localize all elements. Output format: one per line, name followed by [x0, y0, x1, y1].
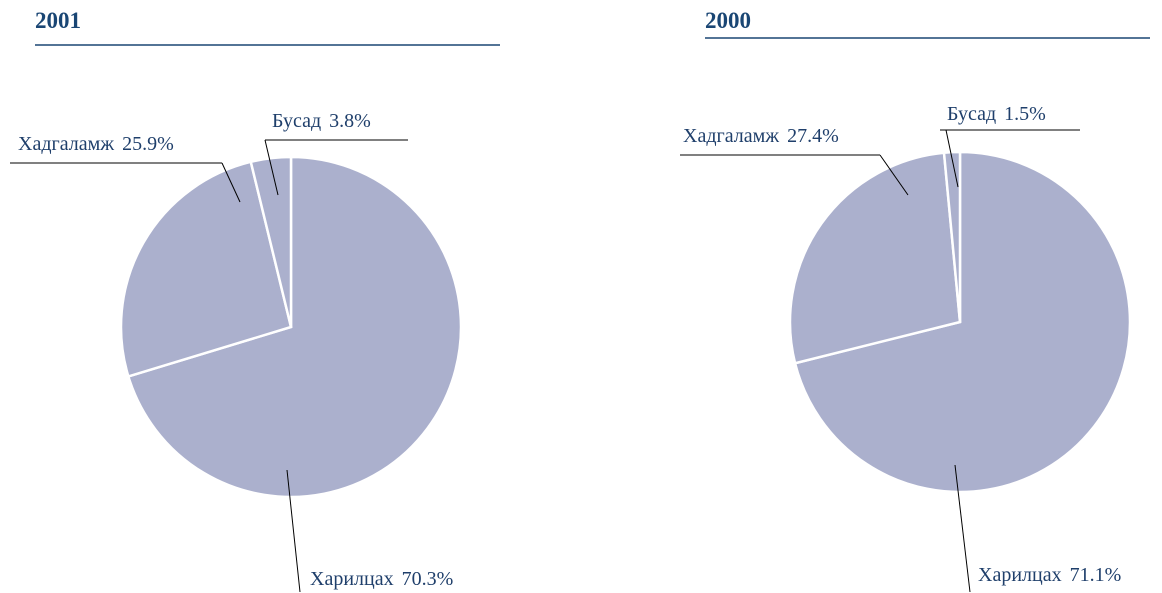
value-label: 70.3% [402, 568, 454, 590]
category-name: Харилцах [978, 564, 1062, 586]
slice-label: Харилцах 71.1% [978, 564, 1121, 586]
value-label: 71.1% [1070, 564, 1122, 586]
value-label: 3.8% [329, 110, 371, 132]
leader-line [221, 162, 241, 203]
pie-slice [126, 155, 463, 499]
category-name: Харилцах [310, 568, 394, 590]
leader-line [945, 129, 959, 188]
pie-slice [793, 150, 1132, 494]
leader-line [286, 469, 301, 593]
leader-line [954, 464, 971, 593]
value-label: 25.9% [122, 133, 174, 155]
slice-label: Харилцах 70.3% [310, 568, 453, 590]
category-name: Хадгаламж [18, 133, 114, 155]
pie-slice [942, 150, 962, 323]
slice-label: Бусад 3.8% [272, 110, 371, 132]
pie-slice [249, 155, 293, 328]
slice-label: Хадгаламж 27.4% [683, 125, 839, 147]
pie-slice [119, 160, 293, 379]
pie-slice [788, 151, 962, 365]
category-name: Бусад [272, 110, 321, 132]
category-name: Хадгаламж [683, 125, 779, 147]
leader-line [264, 139, 279, 196]
value-label: 27.4% [787, 125, 839, 147]
chart-title: 2000 [705, 8, 751, 33]
chart-title: 2001 [35, 8, 81, 33]
category-name: Бусад [947, 103, 996, 125]
slice-label: Бусад 1.5% [947, 103, 1046, 125]
value-label: 1.5% [1004, 103, 1046, 125]
slice-label: Хадгаламж 25.9% [18, 133, 174, 155]
leader-line [879, 154, 909, 196]
